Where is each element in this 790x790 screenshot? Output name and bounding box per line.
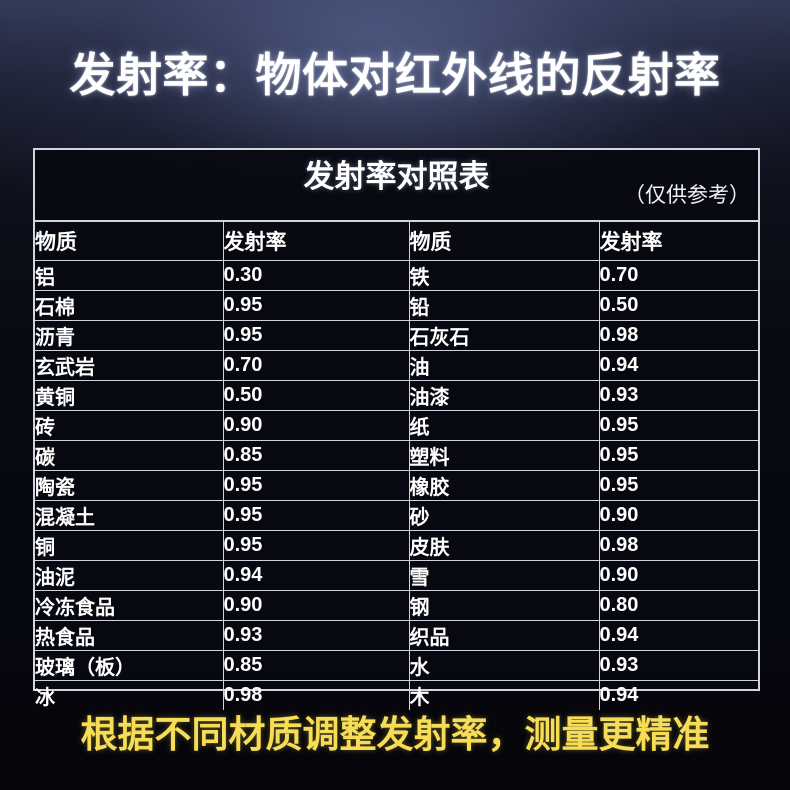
cell-emissivity-right: 0.98 bbox=[598, 530, 758, 561]
bottom-caption: 根据不同材质调整发射率，测量更精准 bbox=[80, 714, 710, 755]
cell-emissivity-left: 0.90 bbox=[222, 590, 410, 621]
cell-substance-right: 纸 bbox=[408, 410, 600, 441]
table-row: 铜 0.95 皮肤 0.98 bbox=[35, 530, 758, 561]
cell-emissivity-left: 0.95 bbox=[222, 320, 410, 351]
cell-substance-right: 油漆 bbox=[408, 380, 600, 411]
cell-substance-left: 沥青 bbox=[35, 320, 224, 351]
emissivity-table: 物质 发射率 物质 发射率 铝 0.30 铁 0.70 石棉 0.95 铅 0.50 沥青 0.9… bbox=[35, 222, 758, 710]
cell-substance-left: 混凝土 bbox=[35, 500, 224, 531]
table-row: 混凝土 0.95 砂 0.90 bbox=[35, 500, 758, 531]
cell-emissivity-left: 0.94 bbox=[222, 560, 410, 591]
cell-substance-left: 铝 bbox=[35, 260, 224, 291]
cell-substance-right: 钢 bbox=[408, 590, 600, 621]
table-reference-note: （仅供参考） bbox=[624, 184, 750, 207]
cell-substance-right: 雪 bbox=[408, 560, 600, 591]
page-title: 发射率：物体对红外线的反射率 bbox=[69, 49, 721, 101]
cell-substance-right: 皮肤 bbox=[408, 530, 600, 561]
cell-emissivity-left: 0.85 bbox=[222, 650, 410, 681]
cell-emissivity-right: 0.50 bbox=[598, 290, 758, 321]
table-row: 陶瓷 0.95 橡胶 0.95 bbox=[35, 470, 758, 501]
cell-emissivity-right: 0.95 bbox=[598, 470, 758, 501]
column-header-emissivity-right: 发射率 bbox=[598, 222, 758, 261]
emissivity-table-card: 发射率对照表 （仅供参考） 物质 发射率 物质 发射率 铝 0.30 铁 0.70 石棉… bbox=[33, 148, 760, 710]
cell-substance-left: 热食品 bbox=[35, 620, 224, 651]
table-row: 玄武岩 0.70 油 0.94 bbox=[35, 350, 758, 381]
cell-substance-right: 橡胶 bbox=[408, 470, 600, 501]
table-row: 玻璃（板） 0.85 水 0.93 bbox=[35, 650, 758, 681]
cell-substance-right: 铁 bbox=[408, 260, 600, 291]
cell-emissivity-left: 0.98 bbox=[222, 680, 410, 710]
cell-substance-right: 油 bbox=[408, 350, 600, 381]
cell-emissivity-left: 0.90 bbox=[222, 410, 410, 441]
cell-emissivity-left: 0.95 bbox=[222, 530, 410, 561]
cell-substance-right: 铅 bbox=[408, 290, 600, 321]
cell-substance-left: 碳 bbox=[35, 440, 224, 471]
cell-substance-right: 砂 bbox=[408, 500, 600, 531]
table-row: 油泥 0.94 雪 0.90 bbox=[35, 560, 758, 591]
cell-emissivity-right: 0.93 bbox=[598, 380, 758, 411]
table-title: 发射率对照表 bbox=[303, 159, 490, 194]
table-header-row: 物质 发射率 物质 发射率 bbox=[35, 222, 758, 261]
cell-substance-left: 玄武岩 bbox=[35, 350, 224, 381]
cell-emissivity-left: 0.85 bbox=[222, 440, 410, 471]
cell-substance-right: 水 bbox=[408, 650, 600, 681]
table-body: 铝 0.30 铁 0.70 石棉 0.95 铅 0.50 沥青 0.95 石灰石 0.98 玄武岩 0.7… bbox=[35, 260, 758, 710]
column-header-substance-right: 物质 bbox=[408, 222, 600, 261]
cell-substance-left: 冷冻食品 bbox=[35, 590, 224, 621]
cell-emissivity-right: 0.98 bbox=[598, 320, 758, 351]
cell-substance-right: 木 bbox=[408, 680, 600, 710]
cell-emissivity-right: 0.95 bbox=[598, 440, 758, 471]
cell-emissivity-right: 0.94 bbox=[598, 350, 758, 381]
table-row: 冰 0.98 木 0.94 bbox=[35, 680, 758, 710]
cell-emissivity-right: 0.94 bbox=[598, 680, 758, 710]
cell-emissivity-right: 0.80 bbox=[598, 590, 758, 621]
cell-emissivity-left: 0.70 bbox=[222, 350, 410, 381]
cell-emissivity-left: 0.95 bbox=[222, 470, 410, 501]
cell-emissivity-left: 0.95 bbox=[222, 500, 410, 531]
cell-substance-left: 冰 bbox=[35, 680, 224, 710]
cell-emissivity-left: 0.93 bbox=[222, 620, 410, 651]
cell-emissivity-left: 0.95 bbox=[222, 290, 410, 321]
cell-substance-right: 石灰石 bbox=[408, 320, 600, 351]
table-row: 碳 0.85 塑料 0.95 bbox=[35, 440, 758, 471]
cell-emissivity-right: 0.95 bbox=[598, 410, 758, 441]
table-row: 黄铜 0.50 油漆 0.93 bbox=[35, 380, 758, 411]
cell-substance-left: 油泥 bbox=[35, 560, 224, 591]
table-row: 沥青 0.95 石灰石 0.98 bbox=[35, 320, 758, 351]
cell-emissivity-left: 0.50 bbox=[222, 380, 410, 411]
cell-emissivity-right: 0.90 bbox=[598, 560, 758, 591]
column-header-substance-left: 物质 bbox=[35, 222, 224, 261]
cell-substance-left: 砖 bbox=[35, 410, 224, 441]
cell-substance-right: 织品 bbox=[408, 620, 600, 651]
cell-emissivity-right: 0.94 bbox=[598, 620, 758, 651]
cell-emissivity-right: 0.90 bbox=[598, 500, 758, 531]
column-header-emissivity-left: 发射率 bbox=[222, 222, 410, 261]
table-row: 冷冻食品 0.90 钢 0.80 bbox=[35, 590, 758, 621]
table-row: 石棉 0.95 铅 0.50 bbox=[35, 290, 758, 321]
cell-substance-left: 玻璃（板） bbox=[35, 650, 224, 681]
table-row: 铝 0.30 铁 0.70 bbox=[35, 260, 758, 291]
table-caption-bar: 发射率对照表 （仅供参考） bbox=[35, 150, 758, 222]
table-row: 热食品 0.93 织品 0.94 bbox=[35, 620, 758, 651]
cell-substance-left: 铜 bbox=[35, 530, 224, 561]
cell-emissivity-right: 0.70 bbox=[598, 260, 758, 291]
cell-substance-right: 塑料 bbox=[408, 440, 600, 471]
cell-substance-left: 陶瓷 bbox=[35, 470, 224, 501]
cell-emissivity-left: 0.30 bbox=[222, 260, 410, 291]
cell-substance-left: 石棉 bbox=[35, 290, 224, 321]
cell-emissivity-right: 0.93 bbox=[598, 650, 758, 681]
cell-substance-left: 黄铜 bbox=[35, 380, 224, 411]
table-row: 砖 0.90 纸 0.95 bbox=[35, 410, 758, 441]
